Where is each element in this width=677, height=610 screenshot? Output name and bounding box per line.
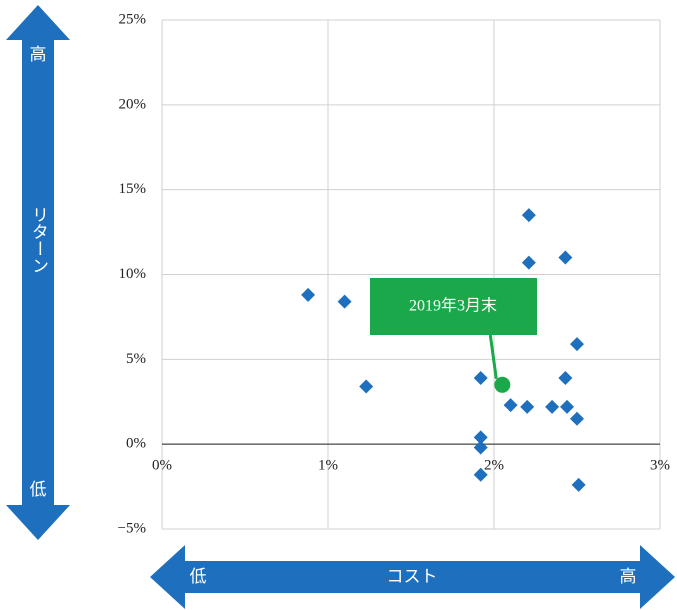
y-tick-label: 10% — [119, 266, 147, 282]
x-axis-arrow — [150, 545, 675, 609]
point — [545, 399, 560, 414]
x-tick-label: 3% — [650, 458, 670, 474]
point — [558, 370, 573, 385]
y-axis-label: リターン — [28, 206, 48, 274]
y-tick-label: 15% — [119, 181, 147, 197]
x-tick-label: 1% — [318, 458, 338, 474]
x-axis-high: 高 — [620, 567, 637, 587]
point — [520, 399, 535, 414]
point — [521, 255, 536, 270]
point — [359, 379, 374, 394]
x-axis-low: 低 — [190, 567, 207, 587]
point — [570, 411, 584, 426]
point — [503, 398, 518, 413]
y-tick-label: 25% — [119, 11, 147, 27]
x-axis-label: コスト — [387, 567, 438, 587]
x-tick-label: 2% — [484, 458, 504, 474]
point — [473, 430, 488, 445]
annotation-text: 2019年3月末 — [409, 297, 497, 315]
point — [558, 250, 573, 265]
annotation-pointer — [488, 334, 498, 379]
point — [473, 370, 488, 385]
y-axis-low: 低 — [30, 480, 47, 500]
point — [521, 208, 536, 223]
point — [560, 399, 575, 414]
x-tick-label: 0% — [152, 458, 172, 474]
point — [301, 287, 316, 302]
y-tick-label: 5% — [126, 351, 146, 367]
y-tick-label: −5% — [118, 520, 146, 536]
point — [571, 477, 586, 492]
y-axis-high: 高 — [30, 45, 47, 65]
point — [570, 337, 584, 352]
point — [337, 294, 352, 309]
annotation-box — [370, 278, 537, 335]
y-tick-label: 20% — [119, 96, 147, 112]
y-axis-arrow — [6, 5, 70, 540]
point — [473, 440, 488, 455]
point — [473, 467, 488, 482]
y-tick-label: 0% — [126, 436, 146, 452]
highlight-point — [494, 376, 511, 393]
